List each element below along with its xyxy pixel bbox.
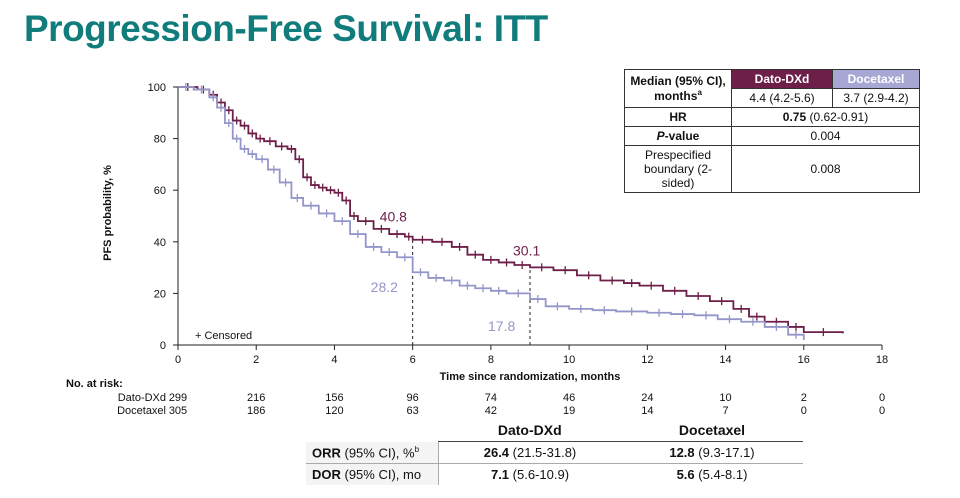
curve-annotations: 40.8 30.1 28.2 17.8 <box>371 209 541 334</box>
x-tick-label: 16 <box>798 354 810 366</box>
at-risk-value: 46 <box>562 392 576 404</box>
resp-col-doc: Docetaxel <box>621 419 803 442</box>
at-risk-value: 7 <box>722 405 729 417</box>
orr-doc: 12.8 (9.3-17.1) <box>621 441 803 464</box>
at-risk-value: 156 <box>325 392 344 404</box>
hr-label: HR <box>624 107 732 127</box>
at-risk-value: 299 <box>168 392 188 404</box>
at-risk-value: 10 <box>719 392 732 404</box>
at-risk-value: 0 <box>878 392 886 404</box>
y-tick-label: 60 <box>154 185 166 197</box>
boundary-label: Prespecified boundary (2-sided) <box>624 145 732 193</box>
at-risk-value: 216 <box>247 392 266 404</box>
p-value: 0.004 <box>731 126 920 146</box>
median-annotation: 17.8 <box>488 318 515 334</box>
x-axis-label: Time since randomization, months <box>440 371 621 383</box>
median-pfs-table: Median (95% CI), monthsa Dato-DXd Doceta… <box>624 69 920 193</box>
x-tick-label: 14 <box>719 354 731 366</box>
at-risk-title: No. at risk: <box>66 378 123 390</box>
boundary-value: 0.008 <box>731 145 920 193</box>
x-tick-label: 8 <box>488 354 494 366</box>
x-tick-label: 2 <box>253 354 259 366</box>
at-risk-value: 120 <box>325 405 344 417</box>
at-risk-value: 2 <box>800 392 807 404</box>
y-tick-label: 0 <box>160 340 166 352</box>
at-risk-row-label: Docetaxel <box>117 405 166 417</box>
x-tick-label: 4 <box>331 354 337 366</box>
km-curves <box>178 83 844 340</box>
at-risk-value: 19 <box>562 405 576 417</box>
p-label: P-value <box>624 126 732 146</box>
y-tick-label: 100 <box>148 82 166 94</box>
x-tick-label: 10 <box>563 354 575 366</box>
response-table: Dato-DXd Docetaxel ORR (95% CI), %b 26.4… <box>306 419 803 485</box>
x-tick-label: 0 <box>175 354 181 366</box>
col-dato-header: Dato-DXd <box>731 69 833 89</box>
km-curve-dato <box>178 86 844 334</box>
y-axis-label: PFS probability, % <box>102 165 114 261</box>
plot-axes: 0 2 4 6 8 10 12 14 16 18 0 20 40 60 80 100 <box>148 82 888 366</box>
median-doc: 3.7 (2.9-4.2) <box>832 88 920 108</box>
reference-lines <box>412 239 531 345</box>
x-tick-label: 18 <box>876 354 888 366</box>
hr-value: 0.75 (0.62-0.91) <box>731 107 920 127</box>
y-tick-label: 20 <box>154 288 166 300</box>
at-risk-value: 14 <box>641 405 654 417</box>
at-risk-value: 63 <box>406 405 419 417</box>
y-tick-label: 80 <box>154 134 166 146</box>
at-risk-value: 42 <box>484 405 497 417</box>
km-curve-docetaxel <box>178 86 805 340</box>
orr-label: ORR (95% CI), %b <box>306 441 439 464</box>
y-tick-label: 40 <box>154 237 166 249</box>
at-risk-value: 0 <box>878 405 886 417</box>
at-risk-value: 305 <box>168 405 188 417</box>
dor-dato: 7.1 (5.6-10.9) <box>490 467 570 482</box>
median-annotation: 30.1 <box>513 242 540 258</box>
dor-label: DOR (95% CI), mo <box>306 463 439 485</box>
table-row: DOR (95% CI), mo 7.1 (5.6-10.9) 5.6 (5.4… <box>306 463 803 485</box>
dor-doc: 5.6 (5.4-8.1) <box>676 467 748 482</box>
at-risk-value: 74 <box>484 392 497 404</box>
at-risk-value: 96 <box>406 392 419 404</box>
at-risk-value: 24 <box>641 392 654 404</box>
median-annotation: 28.2 <box>371 279 398 295</box>
median-annotation: 40.8 <box>380 209 407 225</box>
x-tick-label: 12 <box>641 354 653 366</box>
at-risk-row-label: Dato-DXd <box>117 392 166 404</box>
at-risk-value: 186 <box>247 405 266 417</box>
x-tick-label: 6 <box>410 354 416 366</box>
table-row: ORR (95% CI), %b 26.4 (21.5-31.8) 12.8 (… <box>306 441 803 464</box>
col-doc-header: Docetaxel <box>832 69 920 89</box>
median-dato: 4.4 (4.2-5.6) <box>731 88 833 108</box>
median-header: Median (95% CI), monthsa <box>624 69 732 108</box>
page-title: Progression-Free Survival: ITT <box>24 8 548 49</box>
orr-dato: 26.4 (21.5-31.8) <box>438 441 621 464</box>
censored-legend: + Censored <box>195 330 252 342</box>
at-risk-value: 0 <box>800 405 807 417</box>
resp-col-dato: Dato-DXd <box>438 419 621 442</box>
